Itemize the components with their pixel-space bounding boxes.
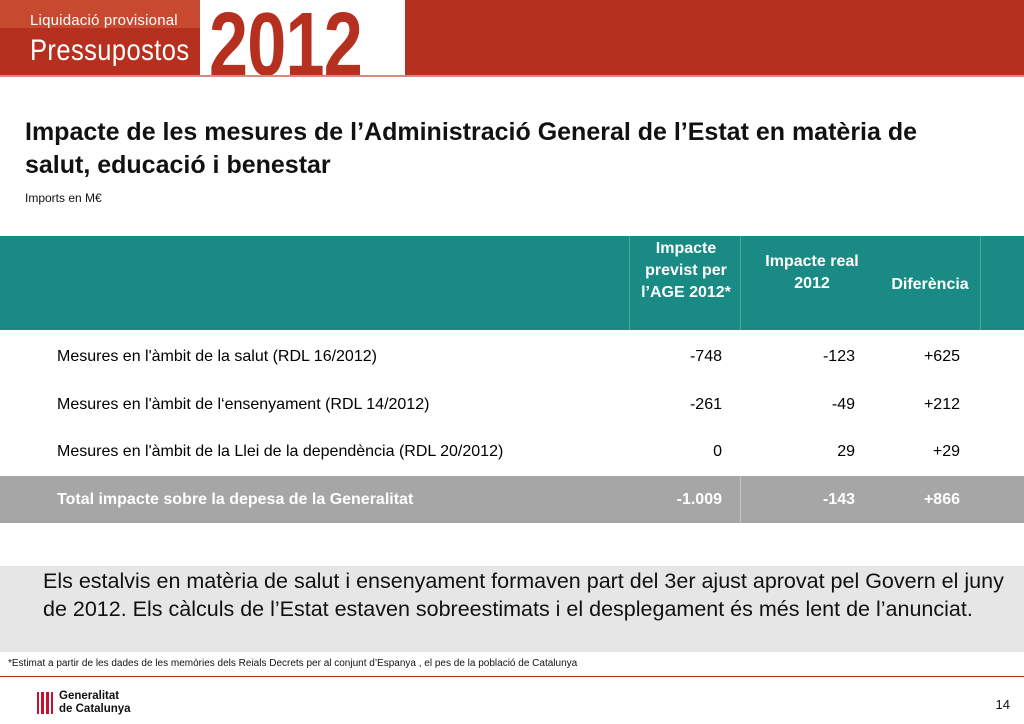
note-panel — [0, 566, 1024, 652]
row-previst: -261 — [689, 396, 722, 413]
row-previst: -748 — [689, 348, 722, 365]
row-diferencia: +212 — [923, 396, 960, 413]
header-subtitle: Liquidació provisional — [30, 12, 178, 29]
table-header — [0, 236, 1024, 330]
column-separator — [740, 236, 741, 330]
row-real: -49 — [831, 396, 855, 413]
units-caption: Imports en M€ — [25, 191, 102, 205]
header-impacte-previst: Impacte previst per l’AGE 2012* — [641, 240, 731, 301]
total-real: -143 — [822, 491, 855, 508]
logo-line-1: Generalitat — [59, 690, 120, 702]
header-divider — [0, 75, 1024, 77]
row-label: Mesures en l'àmbit de la salut (RDL 16/2… — [57, 348, 377, 365]
total-diferencia: +866 — [923, 491, 960, 508]
header-impacte-real: Impacte real 2012 — [765, 253, 859, 292]
table-row: Mesures en l'àmbit de la Llei de la depe… — [0, 428, 1024, 475]
note-text: Els estalvis en matèria de salut i ensen… — [43, 569, 1004, 621]
generalitat-logo-icon — [37, 692, 53, 714]
logo-line-2: de Catalunya — [59, 703, 131, 715]
header-diferencia: Diferència — [891, 276, 969, 293]
header-title: Pressupostos — [30, 34, 190, 67]
header-right-band — [405, 0, 1024, 75]
total-previst: -1.009 — [676, 491, 722, 508]
header-left-strip — [0, 0, 200, 28]
row-real: 29 — [837, 443, 855, 460]
logo-text: Generalitat de Catalunya — [59, 690, 131, 716]
total-row: Total impacte sobre la depesa de la Gene… — [0, 476, 1024, 523]
row-label: Mesures en l'àmbit de l‘ensenyament (RDL… — [57, 396, 430, 413]
footnote: *Estimat a partir de les dades de les me… — [8, 658, 578, 669]
total-label: Total impacte sobre la depesa de la Gene… — [57, 491, 414, 508]
header-year: 2012 — [209, 0, 363, 95]
page-number: 14 — [995, 697, 1010, 712]
table-row: Mesures en l'àmbit de la salut (RDL 16/2… — [0, 333, 1024, 380]
table-row: Mesures en l'àmbit de l‘ensenyament (RDL… — [0, 381, 1024, 428]
row-previst: 0 — [713, 443, 722, 460]
column-separator — [629, 236, 630, 330]
column-separator — [980, 236, 981, 330]
page-title: Impacte de les mesures de l’Administraci… — [25, 118, 918, 179]
column-separator — [740, 476, 741, 523]
row-real: -123 — [822, 348, 855, 365]
row-label: Mesures en l'àmbit de la Llei de la depe… — [57, 443, 504, 460]
row-diferencia: +625 — [923, 348, 960, 365]
header-year-panel — [200, 0, 405, 75]
row-diferencia: +29 — [932, 443, 960, 460]
footer-divider — [0, 676, 1024, 677]
